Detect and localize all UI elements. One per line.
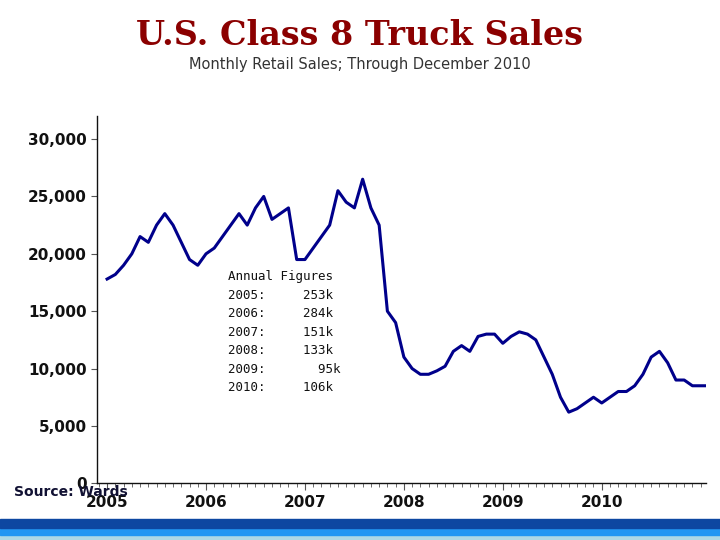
Text: Annual Figures
2005:     253k
2006:     284k
2007:     151k
2008:     133k
2009:: Annual Figures 2005: 253k 2006: 284k 200… [228, 271, 341, 394]
Text: Source: Wards: Source: Wards [14, 485, 128, 500]
Text: U.S. Class 8 Truck Sales: U.S. Class 8 Truck Sales [137, 19, 583, 52]
Text: Monthly Retail Sales; Through December 2010: Monthly Retail Sales; Through December 2… [189, 57, 531, 72]
